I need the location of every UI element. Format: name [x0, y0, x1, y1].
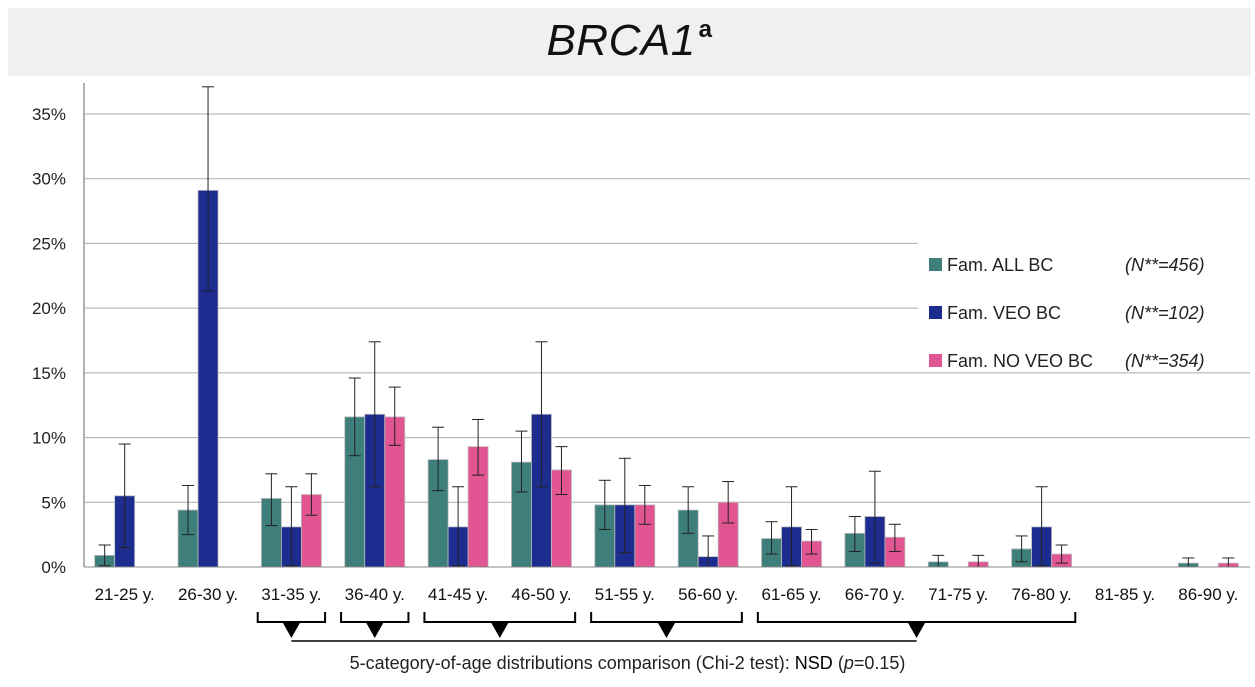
footnote-p-open: (	[832, 653, 844, 673]
legend-swatch	[929, 306, 942, 319]
y-tick-label: 5%	[41, 493, 66, 512]
footnote-prefix: 5-category-of-age distributions comparis…	[349, 653, 795, 673]
x-tick-label: 56-60 y.	[678, 585, 738, 604]
bracket-pointer	[907, 622, 926, 638]
y-tick-label: 35%	[32, 105, 66, 124]
y-tick-label: 0%	[41, 558, 66, 577]
x-tick-label: 71-75 y.	[928, 585, 988, 604]
age-group-bracket	[423, 612, 577, 623]
x-tick-label: 26-30 y.	[178, 585, 238, 604]
chart-title: BRCA1 a	[8, 16, 1251, 66]
x-tick-label: 61-65 y.	[761, 585, 821, 604]
x-tick-label: 36-40 y.	[345, 585, 405, 604]
x-tick-label: 21-25 y.	[95, 585, 155, 604]
legend-label: Fam. NO VEO BC	[947, 351, 1093, 371]
footnote-nsd: NSD	[794, 653, 833, 673]
y-tick-label: 30%	[32, 170, 66, 189]
x-tick-label: 31-35 y.	[261, 585, 321, 604]
footnote-p-rest: =0.15)	[853, 653, 906, 673]
x-tick-label: 41-45 y.	[428, 585, 488, 604]
age-group-bracket	[756, 612, 1077, 623]
legend-panel	[918, 242, 1250, 372]
x-tick-label: 81-85 y.	[1095, 585, 1155, 604]
age-group-bracket	[256, 612, 327, 623]
footnote-p: p	[843, 653, 854, 673]
age-group-bracket	[340, 612, 410, 623]
legend-label: Fam. VEO BC	[947, 303, 1061, 323]
legend-n-label: (N**=102)	[1125, 303, 1205, 323]
x-tick-label: 46-50 y.	[511, 585, 571, 604]
legend-n-label: (N**=456)	[1125, 255, 1205, 275]
x-tick-label: 66-70 y.	[845, 585, 905, 604]
legend-n-label: (N**=354)	[1125, 351, 1205, 371]
bracket-pointer	[365, 622, 384, 638]
y-tick-label: 15%	[32, 364, 66, 383]
x-tick-label: 86-90 y.	[1178, 585, 1238, 604]
x-tick-label: 76-80 y.	[1012, 585, 1072, 604]
legend-swatch	[929, 354, 942, 367]
legend-label: Fam. ALL BC	[947, 255, 1053, 275]
chart-title-text: BRCA1	[546, 16, 696, 65]
bracket-pointer	[282, 622, 301, 638]
chi2-footnote: 5-category-of-age distributions comparis…	[0, 653, 1255, 674]
y-tick-label: 20%	[32, 299, 66, 318]
bracket-pointer	[657, 622, 676, 638]
title-band: BRCA1 a	[8, 8, 1251, 76]
chart-title-superscript: a	[698, 16, 713, 43]
y-tick-label: 10%	[32, 429, 66, 448]
legend-swatch	[929, 258, 942, 271]
age-group-bracket	[590, 612, 743, 623]
x-tick-label: 51-55 y.	[595, 585, 655, 604]
bracket-pointer	[490, 622, 509, 638]
y-tick-label: 25%	[32, 234, 66, 253]
